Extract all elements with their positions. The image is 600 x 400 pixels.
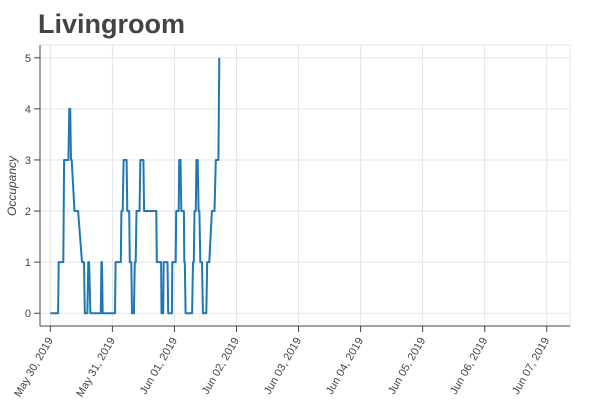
x-tick-label: Jun 03, 2019 [262,336,304,397]
y-tick-label: 4 [25,104,31,116]
x-tick-label: Jun 05, 2019 [386,336,428,397]
x-tick-label: Jun 01, 2019 [138,336,180,397]
chart-title: Livingroom [38,9,185,39]
y-ticks: 0 1 2 3 4 5 [25,53,31,320]
plot-frame [39,44,571,327]
x-tick-label: Jun 06, 2019 [448,336,490,397]
y-tick-label: 2 [25,206,31,218]
x-tick-label: Jun 04, 2019 [324,336,366,397]
grid [39,44,571,327]
y-tick-label: 1 [25,257,31,269]
x-tick-label: Jun 02, 2019 [200,336,242,397]
x-tick-label: Jun 07, 2019 [510,336,552,397]
x-tick-label: May 31, 2019 [74,336,118,400]
series-line [50,57,221,315]
axes [34,45,570,332]
y-tick-label: 5 [25,53,31,65]
y-tick-label: 3 [25,155,31,167]
x-ticks: May 30, 2019 May 31, 2019 Jun 01, 2019 Jun … [12,336,552,400]
x-tick-label: May 30, 2019 [12,336,56,400]
y-axis-label: Occupancy [5,155,19,216]
y-tick-label: 0 [25,308,31,320]
